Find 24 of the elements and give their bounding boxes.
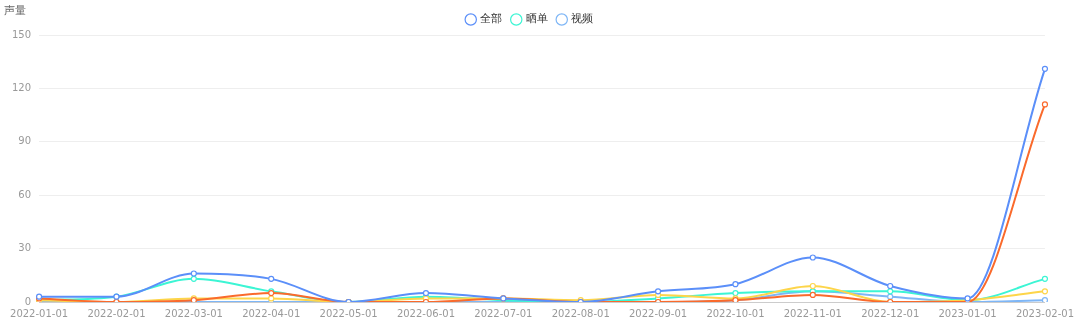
x-tick-label: 2022-05-01 [319, 307, 378, 319]
y-tick-label: 90 [18, 135, 32, 147]
y-axis-title: 声量 [4, 4, 26, 18]
x-tick-label: 2023-01-01 [938, 307, 997, 319]
x-tick-label: 2022-03-01 [164, 307, 223, 319]
y-tick-label: 30 [18, 242, 32, 254]
legend-label: 视频 [571, 12, 594, 26]
x-tick-label: 2022-09-01 [629, 307, 688, 319]
x-tick-label: 2022-07-01 [474, 307, 533, 319]
y-tick-label: 60 [18, 188, 32, 200]
y-tick-label: 120 [11, 81, 32, 93]
x-tick-label: 2022-06-01 [396, 307, 456, 319]
legend-label: 晒单 [525, 12, 548, 26]
legend-label: 全部 [480, 12, 503, 26]
x-tick-label: 2022-04-01 [242, 307, 301, 319]
y-tick-label: 150 [11, 28, 32, 40]
x-tick-label: 2022-11-01 [783, 307, 842, 319]
x-tick-label: 2023-02-01 [1015, 307, 1074, 319]
x-tick-label: 2022-01-01 [10, 307, 69, 319]
x-tick-label: 2022-08-01 [551, 307, 610, 319]
x-tick-label: 2022-10-01 [706, 307, 765, 319]
x-tick-label: 2022-02-01 [87, 307, 146, 319]
x-tick-label: 2022-12-01 [861, 307, 920, 319]
y-tick-label: 0 [24, 295, 32, 307]
